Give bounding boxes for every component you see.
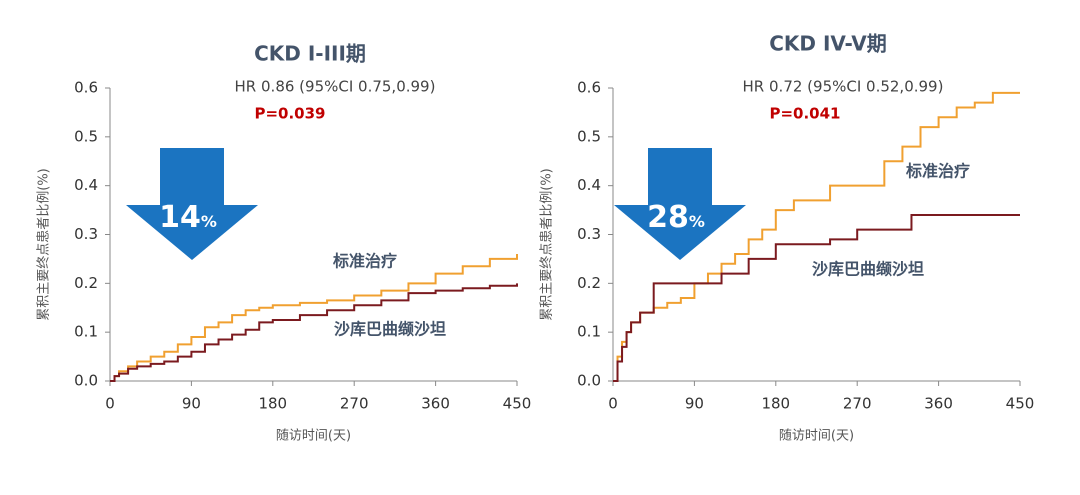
x-tick-label: 270 [843,395,872,413]
y-tick-label: 0.6 [577,79,601,97]
x-tick-label: 180 [761,395,790,413]
reduction-arrow [614,148,746,260]
reduction-value: 28 [647,200,689,235]
x-tick-label: 180 [258,395,287,413]
y-axis-label: 累积主要终点患者比例(%) [36,168,52,321]
y-tick-label: 0.6 [74,79,98,97]
x-tick-label: 0 [608,395,618,413]
x-tick-label: 0 [105,395,115,413]
y-tick-label: 0.1 [577,323,601,341]
series-label: 标准治疗 [905,162,970,181]
y-tick-label: 0.2 [577,274,601,292]
y-tick-label: 0.3 [577,225,601,243]
hr-text: HR 0.72 (95%CI 0.52,0.99) [743,78,944,96]
reduction-text: 28% [647,200,705,235]
reduction-arrow [126,148,258,260]
y-tick-label: 0.4 [577,176,601,194]
x-tick-label: 90 [685,395,704,413]
hr-text: HR 0.86 (95%CI 0.75,0.99) [235,78,436,96]
y-tick-label: 0.0 [74,372,98,390]
km-curve [110,254,518,382]
x-tick-label: 450 [503,395,532,413]
series-label: 标准治疗 [332,252,397,271]
y-axis-label: 累积主要终点患者比例(%) [539,168,555,321]
x-tick-label: 270 [340,395,369,413]
x-tick-label: 360 [924,395,953,413]
reduction-value: 14 [159,200,201,235]
reduction-unit: % [201,212,217,231]
x-tick-label: 360 [421,395,450,413]
p-value: P=0.039 [254,105,325,123]
y-tick-label: 0.3 [74,225,98,243]
y-tick-label: 0.1 [74,323,98,341]
series-label: 沙库巴曲缬沙坦 [812,260,924,279]
y-tick-label: 0.4 [74,176,98,194]
km-curve [110,283,518,382]
y-tick-label: 0.5 [74,127,98,145]
reduction-unit: % [689,212,705,231]
x-tick-label: 450 [1006,395,1035,413]
series-label: 沙库巴曲缬沙坦 [334,320,446,339]
y-tick-label: 0.5 [577,127,601,145]
x-tick-label: 90 [182,395,201,413]
p-value: P=0.041 [769,105,840,123]
x-axis-label: 随访时间(天) [779,429,854,444]
y-tick-label: 0.2 [74,274,98,292]
chart-title: CKD IV-V期 [769,32,887,56]
y-tick-label: 0.0 [577,372,601,390]
chart-title: CKD I-III期 [254,42,366,66]
reduction-text: 14% [159,200,217,235]
x-axis-label: 随访时间(天) [276,429,351,444]
km-curve [613,213,1020,382]
